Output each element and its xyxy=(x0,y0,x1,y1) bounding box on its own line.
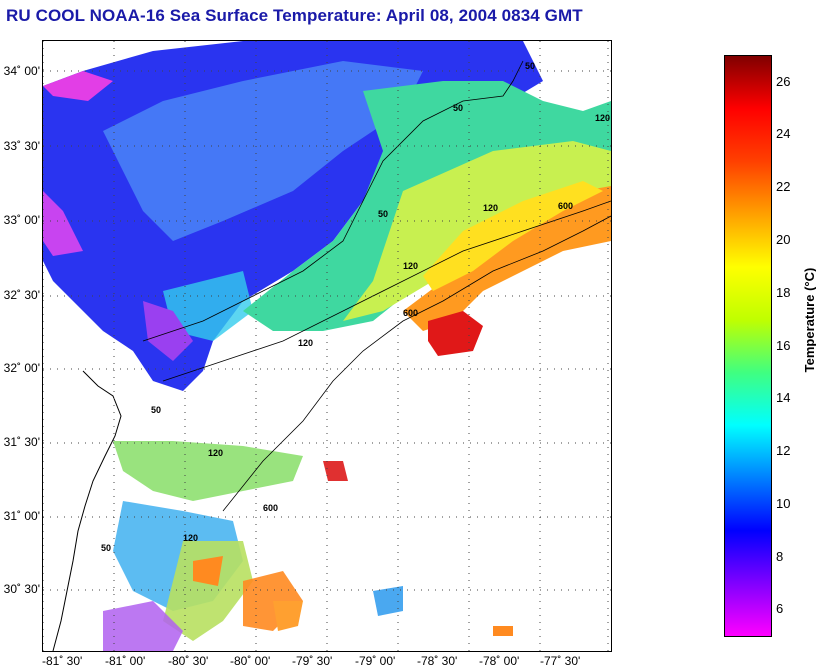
lat-label: 30˚ 30' xyxy=(3,582,40,596)
isobath-label: 600 xyxy=(558,201,573,211)
lon-label: -81˚ 00' xyxy=(105,654,146,668)
colorbar-tick: 26 xyxy=(776,74,791,89)
colorbar-tick: 10 xyxy=(776,496,791,511)
southern-patch-7 xyxy=(323,461,348,481)
gulf-stream-yellow xyxy=(423,181,603,291)
lat-label: 32˚ 00' xyxy=(3,361,40,375)
coastline xyxy=(52,370,122,651)
isobath-label: 50 xyxy=(101,543,111,553)
sst-map: 50 50 50 120 120 120 600 600 120 50 120 … xyxy=(42,40,612,652)
colorbar-tick: 8 xyxy=(776,549,784,564)
lon-label: -78˚ 00' xyxy=(479,654,520,668)
lon-label: -80˚ 00' xyxy=(230,654,271,668)
lat-label: 32˚ 30' xyxy=(3,288,40,302)
lon-label: -80˚ 30' xyxy=(168,654,209,668)
isobath-label: 600 xyxy=(403,308,418,318)
southern-patch-6 xyxy=(103,601,183,651)
lat-label: 31˚ 30' xyxy=(3,435,40,449)
colorbar-tick: 18 xyxy=(776,285,791,300)
colorbar-tick: 14 xyxy=(776,390,791,405)
lon-label: -81˚ 30' xyxy=(42,654,83,668)
gulf-stream-hotspot xyxy=(428,311,483,356)
colorbar-tick: 24 xyxy=(776,126,791,141)
isobath-120 xyxy=(162,200,611,382)
isobath-label: 50 xyxy=(151,405,161,415)
isobath-label: 120 xyxy=(208,448,223,458)
colorbar-tick: 6 xyxy=(776,601,784,616)
lat-label: 31˚ 00' xyxy=(3,509,40,523)
magenta-fringe-coast xyxy=(143,301,193,361)
landmass xyxy=(43,371,123,651)
isobath-label: 120 xyxy=(483,203,498,213)
isobath-label: 50 xyxy=(378,209,388,219)
southern-patch-4 xyxy=(193,556,223,586)
isobath-label: 600 xyxy=(263,503,278,513)
cold-water-patch xyxy=(163,271,253,341)
colorbar-label: Temperature (°C) xyxy=(802,267,816,373)
lon-label: -79˚ 00' xyxy=(355,654,396,668)
isobath-label: 120 xyxy=(183,533,198,543)
lon-label: -79˚ 30' xyxy=(292,654,333,668)
isobath-label: 120 xyxy=(595,113,610,123)
colorbar-tick: 12 xyxy=(776,443,791,458)
lon-label: -77˚ 30' xyxy=(540,654,581,668)
southern-patch-9 xyxy=(273,601,303,631)
isobath-label: 120 xyxy=(298,338,313,348)
isobath-label: 120 xyxy=(403,261,418,271)
magenta-fringe-north xyxy=(43,71,113,101)
lat-label: 33˚ 00' xyxy=(3,213,40,227)
colorbar-tick: 16 xyxy=(776,338,791,353)
temperature-colorbar xyxy=(724,55,772,637)
map-title: RU COOL NOAA-16 Sea Surface Temperature:… xyxy=(6,6,583,25)
lon-label: -78˚ 30' xyxy=(417,654,458,668)
gulf-stream-warm xyxy=(403,186,611,331)
cold-water-highlight xyxy=(103,61,423,241)
isobath-600 xyxy=(222,215,611,512)
lat-label: 34˚ 00' xyxy=(3,64,40,78)
colorbar-tick: 22 xyxy=(776,179,791,194)
southern-patch-8 xyxy=(373,586,403,616)
colorbar-tick: 20 xyxy=(776,232,791,247)
lat-label: 33˚ 30' xyxy=(3,139,40,153)
isobath-label: 50 xyxy=(453,103,463,113)
sst-map-canvas: 50 50 50 120 120 120 600 600 120 50 120 … xyxy=(43,41,611,651)
magenta-fringe-west xyxy=(43,191,83,256)
isobath-label: 50 xyxy=(525,61,535,71)
southern-patch-10 xyxy=(493,626,513,636)
southern-patch-1 xyxy=(113,441,303,501)
